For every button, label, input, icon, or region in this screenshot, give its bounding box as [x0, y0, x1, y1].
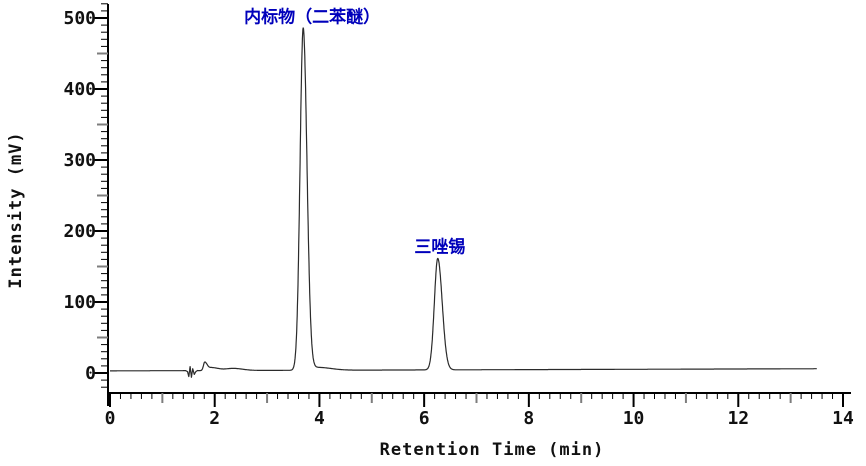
- x-tick-label: 14: [832, 408, 854, 429]
- y-tick-label: 300: [63, 150, 96, 171]
- x-tick-label: 10: [623, 408, 645, 429]
- x-tick-label: 12: [727, 408, 749, 429]
- y-axis-title: Intensity (mV): [6, 131, 26, 288]
- x-tick-label: 2: [209, 408, 220, 429]
- x-axis-title: Retention Time (min): [380, 440, 605, 460]
- x-tick-label: 4: [314, 408, 325, 429]
- y-tick-label: 500: [63, 8, 96, 29]
- x-tick-label: 0: [105, 408, 116, 429]
- y-tick-label: 200: [63, 221, 96, 242]
- y-tick-label: 0: [85, 363, 96, 384]
- y-tick-label: 400: [63, 79, 96, 100]
- peak-label: 内标物（二苯醚）: [244, 6, 380, 27]
- x-tick-label: 6: [419, 408, 430, 429]
- y-tick-label: 100: [63, 292, 96, 313]
- peak-label: 三唑锡: [414, 236, 465, 257]
- x-tick-label: 8: [523, 408, 534, 429]
- chromatogram-trace: [109, 27, 818, 378]
